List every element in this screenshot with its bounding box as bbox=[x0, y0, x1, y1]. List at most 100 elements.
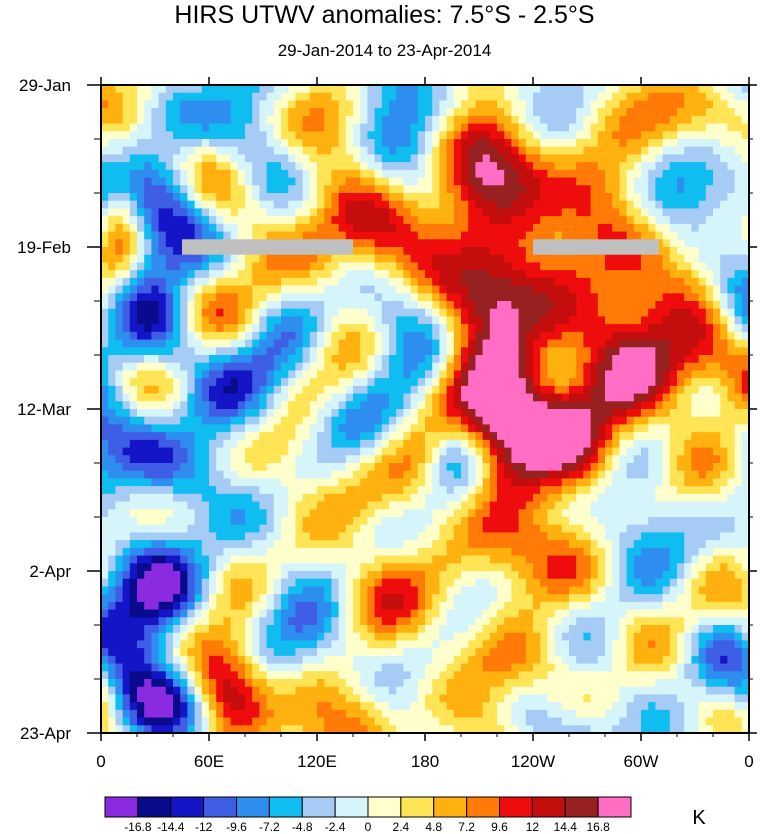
field-cell bbox=[173, 331, 181, 341]
field-cell bbox=[626, 432, 635, 441]
field-cell bbox=[353, 247, 361, 256]
field-cell bbox=[597, 100, 606, 109]
field-cell bbox=[511, 100, 520, 109]
field-cell bbox=[439, 247, 448, 256]
field-cell bbox=[129, 331, 138, 341]
field-cell bbox=[223, 362, 232, 372]
field-cell bbox=[317, 270, 325, 279]
field-cell bbox=[669, 293, 678, 302]
field-cell bbox=[597, 347, 606, 356]
field-cell bbox=[662, 139, 671, 148]
field-cell bbox=[396, 216, 404, 225]
field-cell bbox=[230, 262, 239, 271]
field-cell bbox=[547, 463, 556, 472]
field-cell bbox=[569, 262, 577, 271]
field-cell bbox=[482, 239, 491, 248]
field-cell bbox=[237, 146, 246, 156]
field-cell bbox=[619, 262, 628, 271]
field-cell bbox=[367, 493, 376, 503]
field-cell bbox=[180, 424, 188, 433]
field-cell bbox=[583, 393, 592, 402]
field-cell bbox=[309, 85, 318, 94]
field-cell bbox=[345, 216, 354, 225]
field-cell bbox=[252, 455, 260, 464]
field-cell bbox=[396, 277, 404, 287]
field-cell bbox=[612, 293, 620, 302]
field-cell bbox=[129, 92, 138, 102]
field-cell bbox=[194, 409, 203, 418]
field-cell bbox=[597, 409, 606, 418]
field-cell bbox=[705, 424, 714, 433]
field-cell bbox=[669, 85, 678, 94]
field-cell bbox=[266, 162, 275, 171]
field-cell bbox=[576, 385, 584, 395]
field-cell bbox=[540, 162, 548, 171]
field-cell bbox=[612, 385, 620, 395]
field-cell bbox=[648, 254, 656, 264]
field-cell bbox=[641, 416, 649, 426]
field-cell bbox=[353, 447, 361, 456]
field-cell bbox=[108, 193, 116, 202]
field-cell bbox=[583, 463, 592, 472]
field-cell bbox=[295, 208, 304, 217]
field-cell bbox=[741, 362, 749, 372]
field-cell bbox=[489, 432, 498, 441]
field-cell bbox=[324, 401, 332, 410]
field-cell bbox=[367, 401, 376, 410]
field-cell bbox=[223, 455, 232, 464]
field-cell bbox=[158, 439, 167, 449]
field-cell bbox=[468, 131, 476, 140]
field-cell bbox=[108, 139, 116, 148]
field-cell bbox=[720, 501, 728, 510]
field-cell bbox=[266, 177, 275, 186]
field-cell bbox=[453, 208, 462, 217]
field-cell bbox=[173, 339, 181, 348]
field-cell bbox=[641, 393, 649, 402]
field-cell bbox=[655, 362, 664, 372]
field-cell bbox=[533, 108, 541, 117]
field-cell bbox=[151, 493, 160, 503]
field-cell bbox=[475, 216, 484, 225]
field-cell bbox=[129, 316, 138, 325]
field-cell bbox=[230, 409, 239, 418]
field-cell bbox=[425, 339, 433, 348]
field-cell bbox=[158, 308, 167, 318]
field-cell bbox=[338, 409, 347, 418]
field-cell bbox=[446, 169, 455, 179]
field-cell bbox=[129, 509, 138, 518]
field-cell bbox=[252, 301, 260, 310]
field-cell bbox=[187, 324, 196, 333]
field-cell bbox=[209, 347, 217, 356]
field-cell bbox=[108, 100, 116, 109]
field-cell bbox=[223, 385, 232, 395]
field-cell bbox=[273, 100, 282, 109]
field-cell bbox=[209, 169, 217, 179]
field-cell bbox=[648, 223, 656, 233]
field-cell bbox=[669, 208, 678, 217]
field-cell bbox=[209, 409, 217, 418]
field-cell bbox=[403, 308, 412, 318]
field-cell bbox=[576, 486, 584, 495]
field-cell bbox=[669, 493, 678, 503]
field-cell bbox=[605, 385, 613, 395]
field-cell bbox=[497, 123, 505, 132]
field-cell bbox=[641, 308, 649, 318]
field-cell bbox=[122, 92, 131, 102]
field-cell bbox=[432, 193, 440, 202]
field-cell bbox=[518, 162, 527, 171]
field-cell bbox=[497, 478, 505, 487]
field-cell bbox=[180, 223, 188, 233]
field-cell bbox=[583, 293, 592, 302]
field-cell bbox=[504, 100, 512, 109]
field-cell bbox=[165, 115, 174, 125]
field-cell bbox=[547, 92, 556, 102]
field-cell bbox=[281, 316, 289, 325]
field-cell bbox=[662, 262, 671, 271]
field-cell bbox=[453, 223, 462, 233]
field-cell bbox=[720, 409, 728, 418]
field-cell bbox=[597, 139, 606, 148]
field-cell bbox=[295, 486, 304, 495]
field-cell bbox=[187, 139, 196, 148]
field-cell bbox=[698, 247, 707, 256]
field-cell bbox=[115, 331, 124, 341]
